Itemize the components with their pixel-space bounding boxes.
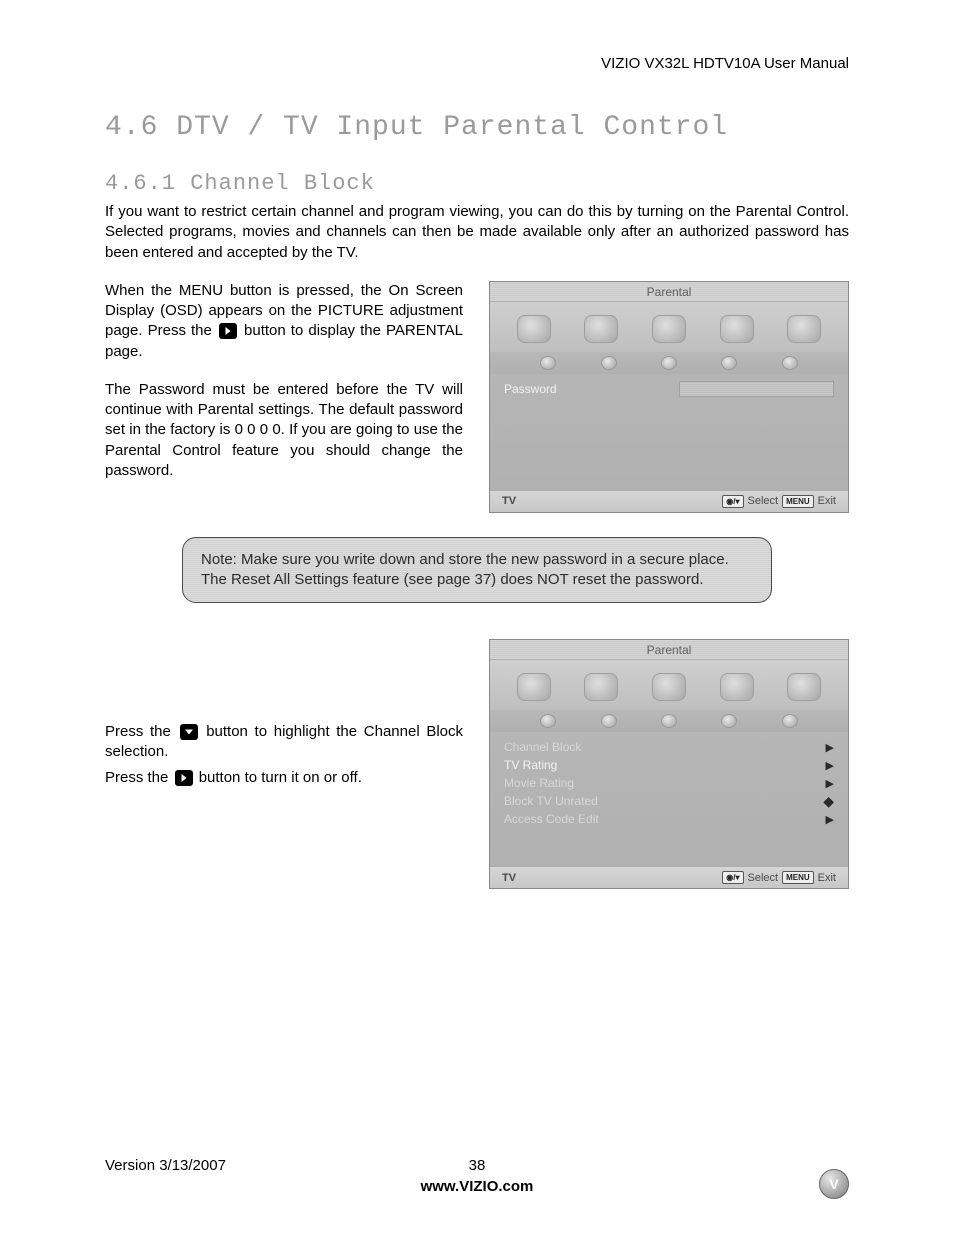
- sub-tab-icon: [782, 356, 798, 370]
- osd2-item-indicator: ▶: [826, 741, 834, 754]
- osd2-footer-select: Select: [748, 872, 779, 884]
- osd1-title: Parental: [490, 282, 848, 302]
- osd1-password-row: Password: [504, 380, 834, 398]
- osd2-item-block-unrated: Block TV Unrated ◆: [504, 792, 834, 810]
- tab-icon: [517, 315, 551, 343]
- osd2-item-indicator: ▶: [826, 759, 834, 772]
- paragraph-highlight: Press the button to highlight the Channe…: [105, 722, 463, 763]
- tab-icon: [720, 315, 754, 343]
- tab-icon: [517, 673, 551, 701]
- tab-icon: [584, 315, 618, 343]
- sub-tab-icon: [661, 356, 677, 370]
- heading-section: 4.6 DTV / TV Input Parental Control: [105, 112, 849, 143]
- intro-paragraph: If you want to restrict certain channel …: [105, 202, 849, 263]
- page-footer: Version 3/13/2007 38 www.VIZIO.com V: [105, 1157, 849, 1195]
- sub-tab-icon: [540, 356, 556, 370]
- paragraph-osd-desc: When the MENU button is pressed, the On …: [105, 281, 463, 362]
- paragraph-password-desc: The Password must be entered before the …: [105, 380, 463, 481]
- sub-tab-icon: [782, 714, 798, 728]
- tab-icon: [652, 315, 686, 343]
- osd2-key-nav: ◉/▾: [722, 871, 743, 884]
- osd1-footer-select: Select: [748, 495, 779, 507]
- osd2-key-menu: MENU: [782, 871, 814, 884]
- tab-icon: [787, 673, 821, 701]
- p5-part-a: Press the: [105, 769, 173, 786]
- p4-part-a: Press the: [105, 723, 178, 740]
- osd-screenshot-password: Parental Password: [489, 281, 849, 513]
- osd2-item-label: Access Code Edit: [504, 812, 599, 826]
- osd2-item-movie-rating: Movie Rating ▶: [504, 774, 834, 792]
- osd-screenshot-menu: Parental Channel Block: [489, 639, 849, 889]
- sub-tab-icon: [601, 356, 617, 370]
- osd2-item-label: Channel Block: [504, 740, 581, 754]
- footer-version: Version 3/13/2007: [105, 1157, 226, 1174]
- right-arrow-icon: [219, 323, 237, 339]
- tab-icon: [584, 673, 618, 701]
- osd2-title: Parental: [490, 640, 848, 660]
- osd1-password-input: [679, 381, 834, 397]
- sub-tab-icon: [601, 714, 617, 728]
- right-arrow-icon: [175, 770, 193, 786]
- osd1-footer-exit: Exit: [818, 495, 836, 507]
- osd2-item-label: TV Rating: [504, 758, 557, 772]
- osd2-item-indicator: ▶: [826, 813, 834, 826]
- p5-part-b: button to turn it on or off.: [195, 769, 362, 786]
- tab-icon: [720, 673, 754, 701]
- osd2-item-label: Movie Rating: [504, 776, 574, 790]
- vizio-logo-icon: V: [819, 1169, 849, 1199]
- osd1-key-nav: ◉/▾: [722, 495, 743, 508]
- heading-subsection: 4.6.1 Channel Block: [105, 171, 849, 196]
- sub-tab-icon: [540, 714, 556, 728]
- sub-tab-icon: [661, 714, 677, 728]
- osd2-item-label: Block TV Unrated: [504, 794, 598, 808]
- osd1-subtabs: [490, 352, 848, 374]
- osd1-footer-keys: ◉/▾ Select MENU Exit: [722, 495, 836, 508]
- tab-icon: [652, 673, 686, 701]
- sub-tab-icon: [721, 714, 737, 728]
- osd2-tabs: [490, 660, 848, 710]
- osd1-password-label: Password: [504, 382, 557, 396]
- sub-tab-icon: [721, 356, 737, 370]
- down-arrow-icon: [180, 724, 198, 740]
- osd2-footer-source: TV: [502, 872, 516, 884]
- header-product: VIZIO VX32L HDTV10A User Manual: [105, 55, 849, 72]
- osd2-item-indicator: ◆: [823, 794, 834, 808]
- tab-icon: [787, 315, 821, 343]
- osd2-item-access-code: Access Code Edit ▶: [504, 810, 834, 828]
- footer-url: www.VIZIO.com: [105, 1178, 849, 1195]
- osd2-item-tv-rating: TV Rating ▶: [504, 756, 834, 774]
- osd1-footer-source: TV: [502, 495, 516, 507]
- osd2-footer-exit: Exit: [818, 872, 836, 884]
- footer-page-number: 38: [469, 1157, 486, 1174]
- osd2-subtabs: [490, 710, 848, 732]
- osd1-key-menu: MENU: [782, 495, 814, 508]
- osd2-item-indicator: ▶: [826, 777, 834, 790]
- osd2-footer-keys: ◉/▾ Select MENU Exit: [722, 871, 836, 884]
- osd2-item-channel-block: Channel Block ▶: [504, 738, 834, 756]
- note-box: Note: Make sure you write down and store…: [182, 537, 772, 604]
- paragraph-toggle: Press the button to turn it on or off.: [105, 768, 463, 788]
- osd1-tabs: [490, 302, 848, 352]
